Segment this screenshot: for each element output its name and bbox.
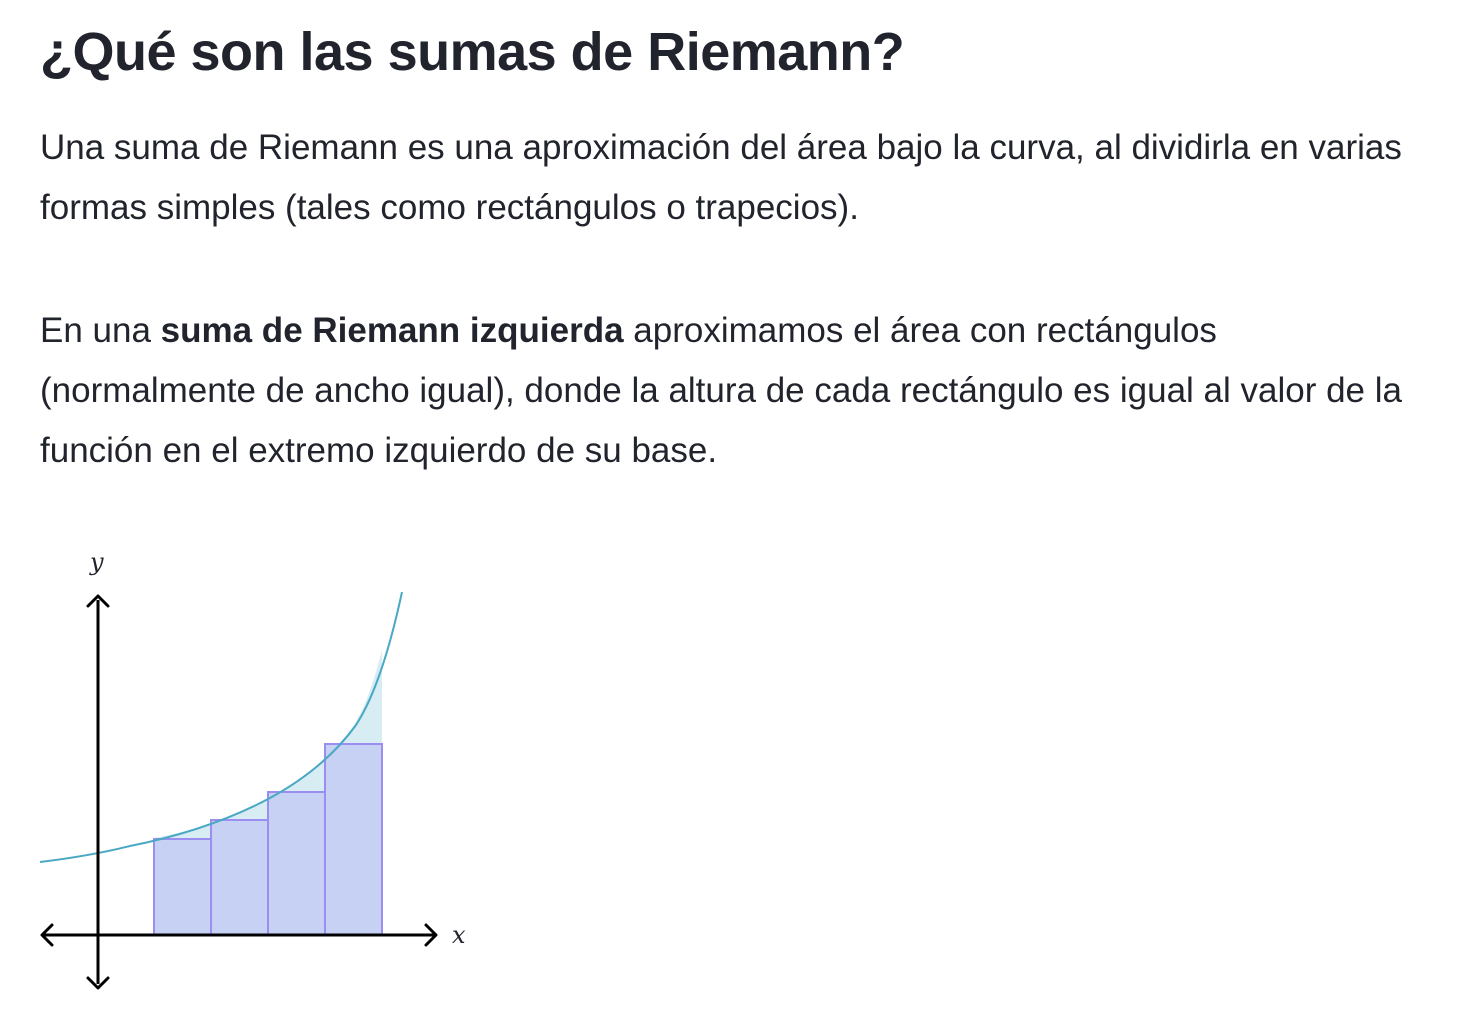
bold-term: suma de Riemann izquierda bbox=[160, 311, 624, 350]
page-title: ¿Qué son las sumas de Riemann? bbox=[40, 22, 905, 82]
paragraph-text-end: aproximamos el área con rectángulos (nor… bbox=[40, 311, 1402, 470]
intro-paragraph: Una suma de Riemann es una aproximación … bbox=[40, 128, 1402, 227]
x-axis-label: x bbox=[452, 921, 466, 949]
paragraph-text-start: En una bbox=[40, 311, 161, 350]
left-riemann-paragraph: En una suma de Riemann izquierda aproxim… bbox=[40, 301, 1420, 481]
y-axis-label: y bbox=[89, 548, 104, 576]
riemann-sum-diagram: y x bbox=[39, 548, 466, 990]
function-curve bbox=[39, 591, 403, 863]
x-axis-arrow-right bbox=[424, 923, 438, 947]
y-axis-arrow-down bbox=[86, 976, 110, 990]
y-axis-arrow-up bbox=[86, 594, 110, 608]
riemann-rectangle-3 bbox=[267, 791, 326, 936]
riemann-rectangle-4 bbox=[324, 743, 383, 936]
riemann-rectangle-2 bbox=[210, 819, 269, 936]
x-axis-arrow-left bbox=[40, 923, 54, 947]
riemann-rectangle-1 bbox=[153, 838, 212, 936]
